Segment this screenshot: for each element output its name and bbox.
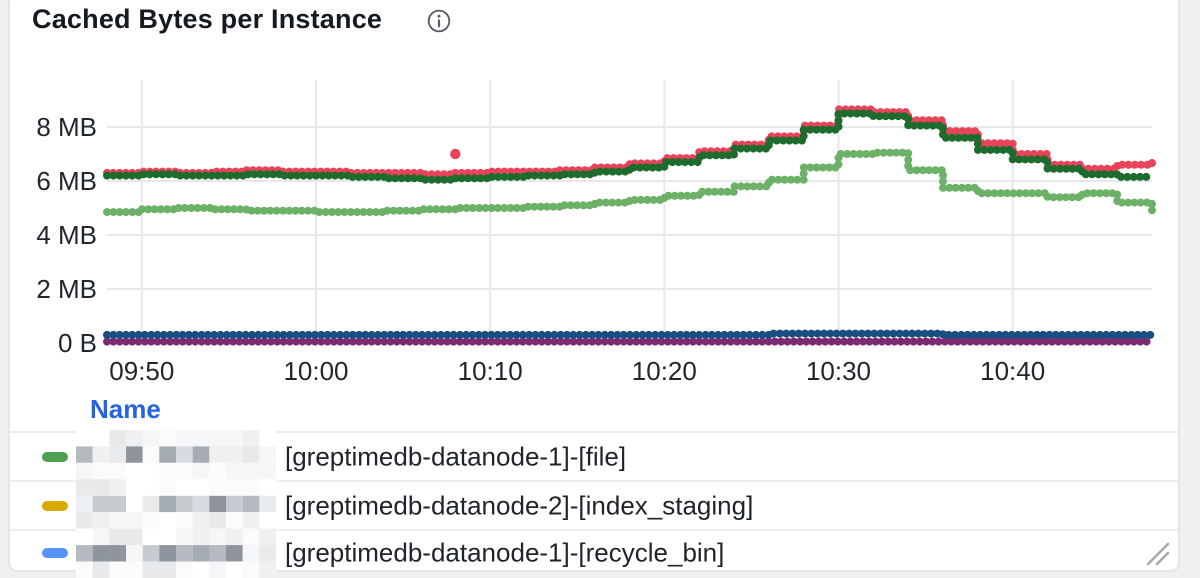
series-color-marker — [42, 451, 68, 462]
y-axis-label: 8 MB — [36, 112, 97, 142]
y-axis-label: 2 MB — [36, 274, 97, 304]
legend-row[interactable]: [greptimedb-datanode-1]-[recycle_bin] — [10, 529, 1178, 570]
info-circle-icon[interactable] — [426, 8, 452, 34]
x-axis-label: 10:20 — [631, 356, 697, 386]
series-color-marker — [42, 500, 68, 511]
legend-row[interactable]: [greptimedb-datanode-2]-[index_staging] — [10, 480, 1178, 529]
series-label[interactable]: [greptimedb-datanode-1]-[recycle_bin] — [285, 537, 725, 567]
x-axis-label: 10:00 — [283, 356, 349, 386]
redaction-mosaic — [76, 430, 276, 578]
panel-title: Cached Bytes per Instance — [32, 4, 383, 34]
y-axis-label: 6 MB — [36, 166, 97, 196]
y-axis-label: 4 MB — [36, 220, 97, 250]
series-label[interactable]: [greptimedb-datanode-1]-[file] — [285, 441, 627, 471]
series-label[interactable]: [greptimedb-datanode-2]-[index_staging] — [285, 490, 754, 520]
legend-row[interactable]: [greptimedb-datanode-1]-[file] — [10, 431, 1178, 480]
x-axis-label: 10:40 — [980, 356, 1046, 386]
x-axis-label: 10:10 — [457, 356, 523, 386]
series-color-marker — [42, 547, 68, 558]
resize-grip-icon[interactable] — [1144, 540, 1170, 566]
x-axis-label: 09:50 — [109, 356, 175, 386]
y-axis-label: 0 B — [57, 328, 97, 358]
legend-name-column-header[interactable]: Name — [90, 394, 161, 424]
x-axis-label: 10:30 — [805, 356, 872, 386]
